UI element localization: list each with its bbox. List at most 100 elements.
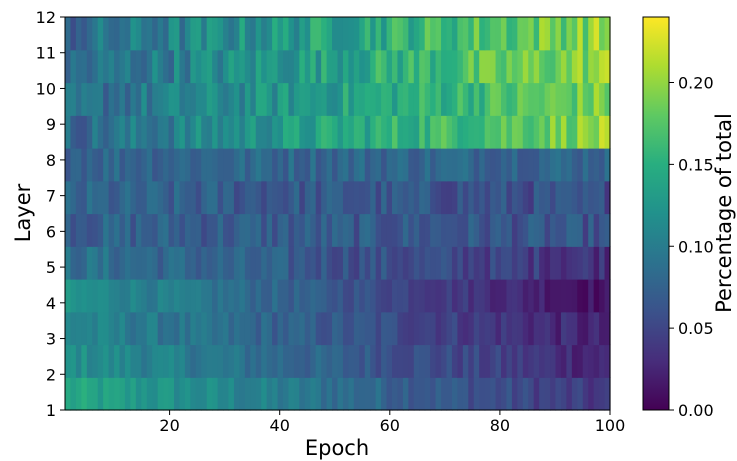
heatmap-cell bbox=[321, 311, 328, 346]
heatmap-cell bbox=[408, 279, 415, 313]
heatmap-cell bbox=[402, 377, 409, 411]
heatmap-cell bbox=[97, 377, 104, 411]
heatmap-cell bbox=[195, 344, 202, 378]
heatmap-cell bbox=[141, 148, 148, 182]
heatmap-cell bbox=[332, 246, 339, 280]
heatmap-cell bbox=[359, 279, 366, 313]
heatmap-cell bbox=[261, 311, 268, 346]
heatmap-cell bbox=[266, 344, 273, 378]
heatmap-cell bbox=[522, 148, 529, 182]
heatmap-cell bbox=[228, 311, 235, 346]
heatmap-cell bbox=[550, 82, 557, 116]
heatmap-cell bbox=[228, 148, 235, 182]
heatmap-cell bbox=[86, 213, 93, 247]
heatmap-cell bbox=[560, 311, 567, 346]
heatmap-cell bbox=[517, 311, 524, 346]
heatmap-cell bbox=[490, 17, 497, 51]
heatmap-cell bbox=[571, 279, 578, 313]
heatmap-cell bbox=[239, 115, 246, 149]
heatmap-cell bbox=[599, 17, 606, 51]
heatmap-cell bbox=[190, 344, 197, 378]
heatmap-cell bbox=[293, 279, 300, 313]
heatmap-cell bbox=[206, 180, 213, 215]
heatmap-cell bbox=[419, 344, 426, 378]
heatmap-cell bbox=[283, 279, 290, 313]
heatmap-cell bbox=[495, 213, 502, 247]
heatmap-cell bbox=[441, 148, 448, 182]
heatmap-cell bbox=[81, 344, 88, 378]
heatmap-cell bbox=[375, 377, 382, 411]
heatmap-cell bbox=[190, 311, 197, 346]
heatmap-cell bbox=[212, 344, 219, 378]
heatmap-cell bbox=[550, 377, 557, 411]
heatmap-cell bbox=[272, 49, 279, 84]
heatmap-cell bbox=[473, 82, 480, 116]
heatmap-cell bbox=[310, 115, 317, 149]
heatmap-cell bbox=[239, 148, 246, 182]
heatmap-cell bbox=[402, 311, 409, 346]
heatmap-cell bbox=[97, 344, 104, 378]
heatmap-cell bbox=[402, 148, 409, 182]
heatmap-cell bbox=[332, 148, 339, 182]
heatmap-cell bbox=[283, 148, 290, 182]
heatmap-cell bbox=[550, 344, 557, 378]
heatmap-cell bbox=[250, 115, 257, 149]
heatmap-cell bbox=[179, 148, 186, 182]
heatmap-cell bbox=[326, 279, 333, 313]
heatmap-cell bbox=[195, 115, 202, 149]
heatmap-cell bbox=[293, 82, 300, 116]
heatmap-cell bbox=[255, 246, 262, 280]
heatmap-cell bbox=[359, 115, 366, 149]
heatmap-cell bbox=[81, 17, 88, 51]
heatmap-cell bbox=[386, 115, 393, 149]
heatmap-cell bbox=[402, 49, 409, 84]
heatmap-cell bbox=[272, 246, 279, 280]
heatmap-cell bbox=[473, 49, 480, 84]
heatmap-cell bbox=[228, 246, 235, 280]
heatmap-cell bbox=[375, 17, 382, 51]
heatmap-cell bbox=[97, 49, 104, 84]
heatmap-cell bbox=[397, 17, 404, 51]
heatmap-cell bbox=[103, 148, 110, 182]
heatmap-cell bbox=[364, 148, 371, 182]
heatmap-cell bbox=[75, 115, 82, 149]
heatmap-cell bbox=[593, 279, 600, 313]
heatmap-cell bbox=[103, 344, 110, 378]
heatmap-cell bbox=[577, 311, 584, 346]
heatmap-cell bbox=[195, 311, 202, 346]
heatmap-cell bbox=[364, 311, 371, 346]
heatmap-cell bbox=[555, 82, 562, 116]
heatmap-cell bbox=[135, 213, 142, 247]
heatmap-cell bbox=[255, 148, 262, 182]
heatmap-cell bbox=[522, 82, 529, 116]
heatmap-cell bbox=[430, 377, 437, 411]
heatmap-cell bbox=[582, 49, 589, 84]
heatmap-cell bbox=[522, 246, 529, 280]
heatmap-cell bbox=[108, 17, 115, 51]
heatmap-cell bbox=[304, 115, 311, 149]
heatmap-cell bbox=[539, 17, 546, 51]
y-tick-label: 3 bbox=[46, 330, 56, 349]
heatmap-cell bbox=[201, 377, 208, 411]
heatmap-cell bbox=[560, 17, 567, 51]
heatmap-cell bbox=[424, 115, 431, 149]
heatmap-cell bbox=[544, 82, 551, 116]
heatmap-cell bbox=[571, 246, 578, 280]
heatmap-cell bbox=[315, 82, 322, 116]
heatmap-cell bbox=[310, 279, 317, 313]
heatmap-cell bbox=[342, 180, 349, 215]
heatmap-cell bbox=[359, 377, 366, 411]
heatmap-cell bbox=[462, 311, 469, 346]
heatmap-cell bbox=[593, 377, 600, 411]
x-axis-ticks: 20 40 60 80 100 bbox=[159, 410, 625, 435]
heatmap-cell bbox=[332, 49, 339, 84]
heatmap-cell bbox=[184, 82, 191, 116]
heatmap-cell bbox=[386, 148, 393, 182]
heatmap-cell bbox=[206, 17, 213, 51]
heatmap-cell bbox=[65, 279, 72, 313]
heatmap-cell bbox=[588, 82, 595, 116]
heatmap-cell bbox=[272, 115, 279, 149]
heatmap-cell bbox=[495, 17, 502, 51]
heatmap-cell bbox=[233, 49, 240, 84]
heatmap-cell bbox=[233, 246, 240, 280]
